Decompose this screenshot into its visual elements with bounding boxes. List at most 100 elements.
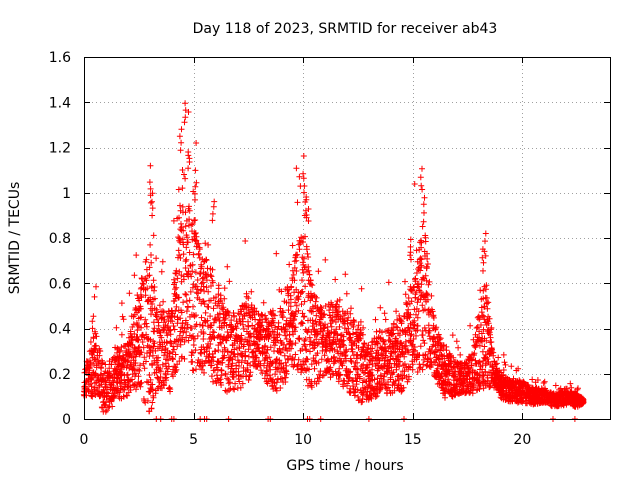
data-point <box>186 207 193 214</box>
data-point <box>426 278 433 285</box>
data-point <box>304 356 311 363</box>
data-point <box>408 331 415 338</box>
y-tick-label: 0.6 <box>49 276 71 292</box>
data-point <box>243 293 250 300</box>
data-point <box>209 217 216 224</box>
data-point <box>263 350 270 357</box>
data-point <box>318 307 325 314</box>
data-point <box>201 288 208 295</box>
data-point <box>193 366 199 373</box>
data-point <box>295 307 302 314</box>
data-point <box>158 268 165 275</box>
data-point <box>176 358 183 365</box>
data-point <box>242 238 249 244</box>
data-point <box>515 365 522 372</box>
data-point <box>327 364 334 371</box>
data-point <box>479 373 486 380</box>
data-point <box>247 362 254 369</box>
data-point <box>233 365 240 372</box>
data-point <box>179 185 186 192</box>
data-point <box>292 340 299 347</box>
data-point <box>295 293 302 300</box>
data-point <box>311 365 318 372</box>
data-point <box>470 381 477 388</box>
data-point <box>360 324 367 331</box>
data-point <box>424 296 431 303</box>
data-point <box>347 310 354 317</box>
data-points <box>80 100 587 422</box>
data-point <box>286 261 293 268</box>
data-point <box>305 254 312 260</box>
data-point <box>333 341 340 348</box>
data-point <box>137 285 144 292</box>
data-point <box>500 351 507 358</box>
data-point <box>123 372 130 379</box>
data-point <box>287 303 294 310</box>
data-point <box>473 342 480 349</box>
data-point <box>393 323 400 330</box>
data-point <box>433 324 440 331</box>
data-point <box>211 335 218 341</box>
data-point <box>340 383 347 390</box>
data-point <box>190 342 197 348</box>
data-point <box>170 373 176 380</box>
data-point <box>150 232 157 239</box>
data-point <box>162 371 169 378</box>
data-point <box>170 323 177 329</box>
data-point <box>467 322 474 329</box>
data-point <box>486 383 493 390</box>
data-point <box>299 277 305 284</box>
data-point <box>277 369 283 375</box>
data-point <box>253 354 260 361</box>
data-point <box>315 268 322 275</box>
data-point <box>414 314 421 321</box>
data-point <box>424 255 431 262</box>
data-point <box>126 290 133 297</box>
data-point <box>406 328 413 335</box>
data-point <box>240 325 247 332</box>
data-point <box>171 313 178 320</box>
data-point <box>207 341 214 347</box>
data-point <box>307 307 313 314</box>
data-point <box>120 316 127 323</box>
data-point <box>185 239 191 246</box>
data-point <box>480 267 486 274</box>
data-point <box>136 367 143 374</box>
data-point <box>381 373 388 380</box>
data-point <box>264 346 271 353</box>
data-point <box>248 304 255 311</box>
data-point <box>326 307 333 314</box>
data-point <box>217 339 224 346</box>
data-point <box>142 316 149 323</box>
data-point <box>255 310 262 317</box>
data-point <box>292 328 298 335</box>
data-point <box>317 368 324 375</box>
data-point <box>155 322 162 329</box>
data-point <box>402 291 409 298</box>
data-point <box>366 361 373 368</box>
data-point <box>182 209 189 216</box>
data-point <box>279 375 285 382</box>
data-point <box>476 380 483 387</box>
data-point <box>387 374 394 381</box>
data-point <box>143 323 150 330</box>
data-point <box>119 313 126 320</box>
data-point <box>192 230 199 236</box>
data-point <box>390 355 397 362</box>
data-point <box>215 358 222 365</box>
data-point <box>373 393 380 399</box>
data-point <box>341 325 348 332</box>
data-point <box>194 277 201 283</box>
data-point <box>209 210 216 217</box>
data-point <box>232 380 239 387</box>
data-point <box>151 340 158 347</box>
data-point <box>271 329 278 336</box>
data-point <box>329 339 336 346</box>
data-point <box>401 361 408 367</box>
data-point <box>195 290 202 297</box>
data-point <box>396 363 403 370</box>
data-point <box>283 362 290 369</box>
data-point <box>128 376 135 383</box>
data-point <box>424 261 431 267</box>
data-point <box>419 332 426 338</box>
